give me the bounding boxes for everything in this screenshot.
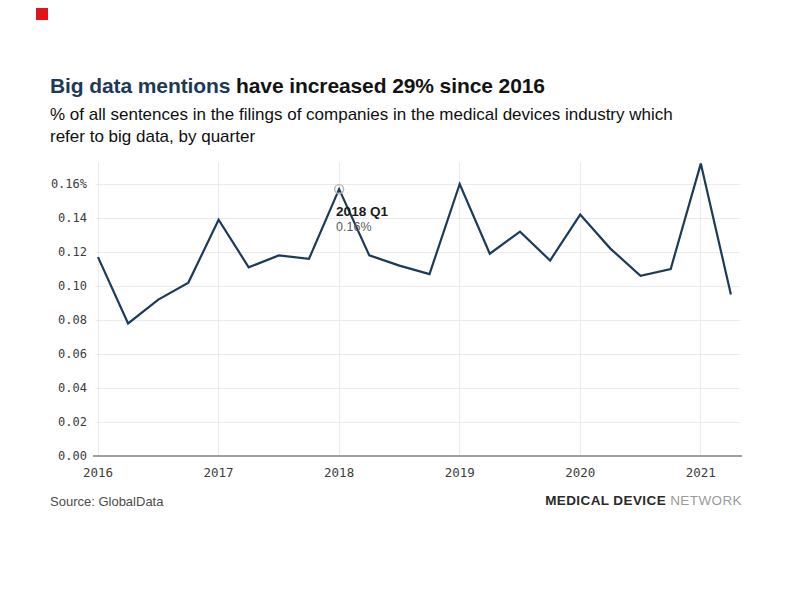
brand-logo: MEDICAL DEVICE NETWORK <box>545 493 742 508</box>
annotation-quarter-label: 2018 Q1 <box>336 204 388 219</box>
x-tick-label: 2020 <box>565 465 595 480</box>
y-tick-label: 0.00 <box>58 449 87 463</box>
source-note: Source: GlobalData <box>50 494 163 509</box>
trend-line <box>98 164 731 324</box>
y-tick-label: 0.16% <box>51 177 88 191</box>
brand-light: NETWORK <box>666 493 742 508</box>
y-tick-label: 0.02 <box>58 415 87 429</box>
x-tick-label: 2017 <box>204 465 234 480</box>
y-tick-label: 0.08 <box>58 313 87 327</box>
x-tick-label: 2021 <box>686 465 716 480</box>
y-tick-label: 0.14 <box>58 211 87 225</box>
x-tick-label: 2016 <box>83 465 113 480</box>
y-tick-label: 0.12 <box>58 245 87 259</box>
brand-bold: MEDICAL DEVICE <box>545 493 666 508</box>
y-tick-label: 0.04 <box>58 381 87 395</box>
annotation-value-label: 0.16% <box>336 220 371 234</box>
x-tick-label: 2018 <box>324 465 354 480</box>
x-tick-label: 2019 <box>445 465 475 480</box>
y-tick-label: 0.06 <box>58 347 87 361</box>
y-tick-label: 0.10 <box>58 279 87 293</box>
line-chart[interactable]: 0.16% 0.14 0.12 0.10 0.08 0.06 0.04 0.02 0.00 201… <box>0 0 800 600</box>
